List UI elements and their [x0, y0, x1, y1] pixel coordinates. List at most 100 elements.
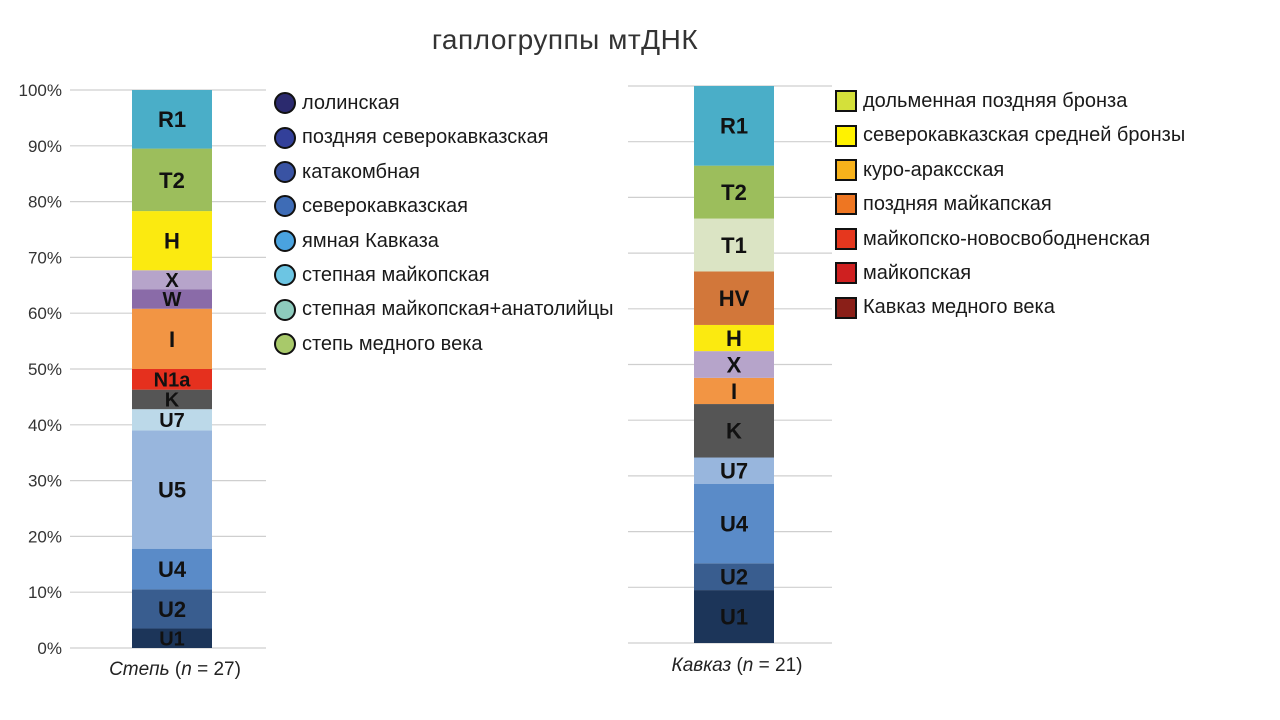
bar-segment-u5: [132, 430, 212, 549]
segment-label: T2: [159, 168, 185, 193]
segment-label: I: [169, 327, 175, 352]
segment-label: I: [731, 379, 737, 404]
legend-item: лолинская: [274, 86, 614, 120]
bar-segment-u7: [132, 409, 212, 431]
legend-label: поздняя майкапская: [863, 193, 1052, 216]
segment-label: U4: [158, 557, 187, 582]
bar-segment-k: [694, 404, 774, 458]
legend-item: дольменная поздняя бронза: [835, 84, 1185, 118]
legend-item: майкопская: [835, 256, 1185, 290]
legend-swatch: [274, 126, 296, 149]
y-tick-label: 0%: [37, 639, 62, 658]
segment-label: R1: [158, 107, 186, 132]
bar-segment-u4: [132, 548, 212, 590]
segment-label: K: [165, 390, 180, 412]
y-tick-label: 50%: [28, 360, 62, 379]
bar-segment-u7: [694, 457, 774, 484]
bar-segment-i: [132, 308, 212, 369]
legend-label: ямная Кавказа: [302, 229, 439, 252]
legend-swatch: [835, 296, 857, 319]
legend-swatch: [274, 229, 296, 252]
legend-swatch: [835, 90, 857, 113]
legend-label: северокавказская: [302, 195, 469, 218]
legend-item: степь медного века: [274, 327, 614, 361]
bar-segment-n1a: [132, 369, 212, 390]
y-tick-label: 70%: [28, 248, 62, 267]
bar-segment-hv: [694, 271, 774, 325]
legend-item: Кавказ медного века: [835, 290, 1185, 324]
bar-segment-t2: [694, 165, 774, 219]
category-label: Кавказ (n = 21): [672, 655, 803, 676]
legend-label: лолинская: [302, 92, 400, 114]
y-tick-label: 90%: [28, 137, 62, 156]
y-tick-label: 80%: [28, 193, 62, 212]
bar-segment-h: [694, 324, 774, 352]
segment-label: U1: [159, 628, 185, 650]
segment-label: H: [726, 326, 742, 351]
bar-segment-u4: [694, 483, 774, 564]
bar-segment-t2: [132, 148, 212, 212]
legend-item: северокавказская: [274, 189, 614, 223]
legend-swatch: [274, 160, 296, 183]
legend-swatch: [835, 158, 857, 181]
legend-item: северокавказская средней бронзы: [835, 118, 1185, 152]
legend-item: куро-араксская: [835, 153, 1185, 187]
segment-label: HV: [719, 286, 750, 311]
legend-swatch: [274, 195, 296, 218]
legend-label: степная майкопская: [302, 263, 490, 286]
segment-label: U1: [720, 604, 748, 629]
legend-item: степная майкопская: [274, 258, 614, 292]
legend-label: Кавказ медного века: [863, 296, 1055, 319]
chart-title: гаплогруппы мтДНК: [431, 24, 699, 55]
legend-label: катакомбная: [302, 160, 421, 183]
segment-label: T2: [721, 180, 747, 205]
segment-label: U4: [720, 511, 749, 536]
legend-label: майкопско-новосвободненская: [863, 227, 1151, 250]
y-tick-label: 30%: [28, 472, 62, 491]
legend-item: поздняя майкапская: [835, 187, 1185, 221]
segment-label: U7: [720, 459, 748, 484]
bar-segment-x: [132, 270, 212, 290]
bar-segment-r1: [132, 90, 212, 149]
legend-label: дольменная поздняя бронза: [863, 90, 1128, 112]
category-label: Степь (n = 27): [109, 659, 241, 680]
segment-label: U2: [720, 565, 748, 590]
y-tick-label: 100%: [19, 81, 62, 100]
segment-label: H: [164, 229, 180, 254]
category-labels: Степь (n = 27) Кавказ (n = 21): [109, 655, 802, 680]
legend-item: степная майкопская+анатолийцы: [274, 292, 614, 326]
legend-swatch: [274, 92, 296, 115]
legend-steppe: лолинская поздняя северокавказская катаком…: [274, 86, 614, 361]
legend-swatch: [835, 124, 857, 147]
bar-segment-x: [694, 351, 774, 378]
bar-segment-u2: [694, 563, 774, 591]
bar-segment-u1: [694, 590, 774, 643]
segment-label: X: [165, 270, 179, 292]
legend-item: поздняя северокавказская: [274, 120, 614, 154]
legend-swatch: [835, 262, 857, 285]
bar-segment-w: [132, 289, 212, 309]
bar-segment-t1: [694, 218, 774, 272]
bar-segment-k: [132, 389, 212, 410]
bar-segment-h: [132, 211, 212, 271]
legend-swatch: [274, 298, 296, 321]
y-tick-label: 10%: [28, 583, 62, 602]
legend-label: северокавказская средней бронзы: [863, 124, 1186, 147]
bar-segment-u1: [132, 628, 212, 648]
segment-label: N1a: [154, 370, 192, 392]
legend-item: ямная Кавказа: [274, 224, 614, 258]
bar-segment-i: [694, 377, 774, 405]
segment-label: X: [727, 352, 742, 377]
segment-label: U7: [159, 410, 185, 432]
segment-label: W: [163, 289, 182, 311]
y-tick-label: 20%: [28, 527, 62, 546]
y-tick-label: 60%: [28, 304, 62, 323]
legend-label: поздняя северокавказская: [302, 126, 549, 149]
legend-label: майкопская: [863, 261, 972, 284]
legend-label: степь медного века: [302, 332, 483, 355]
legend-swatch: [835, 227, 857, 250]
segment-label: K: [726, 419, 742, 444]
